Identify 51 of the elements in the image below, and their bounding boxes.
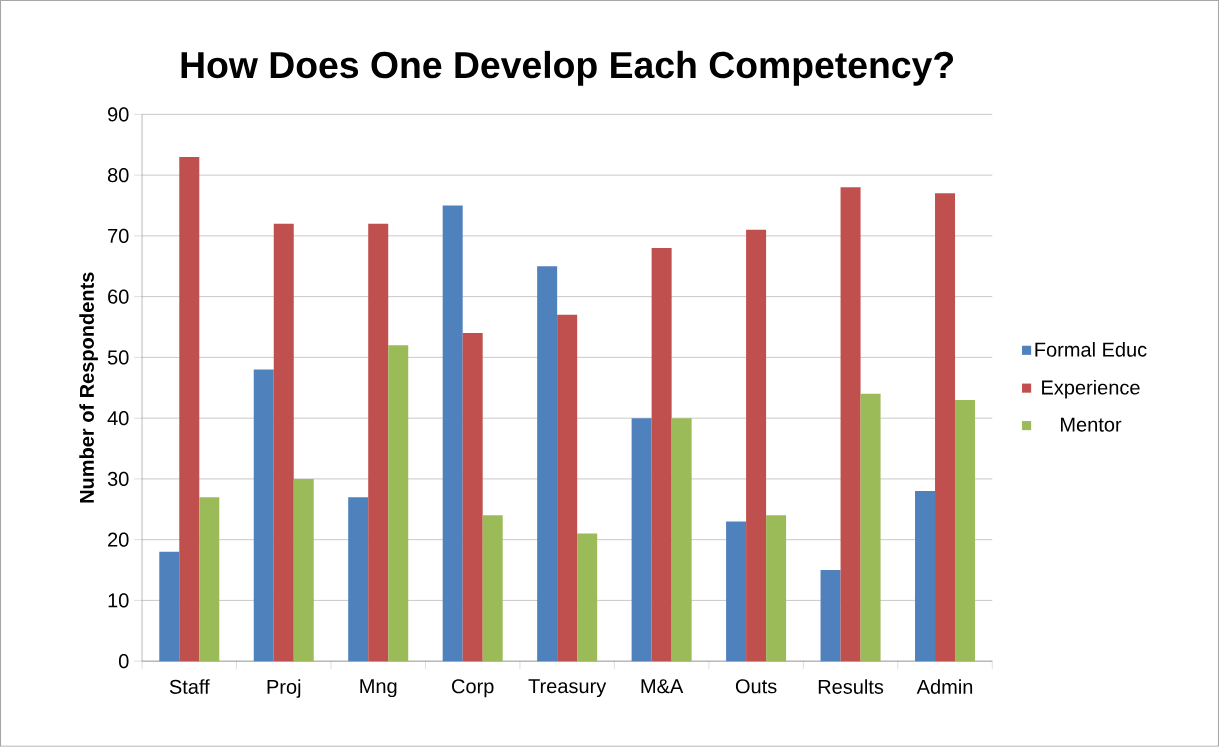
bar	[915, 491, 936, 662]
chart-title: How Does One Develop Each Competency?	[181, 50, 954, 86]
x-tick-label: M&A	[641, 679, 684, 694]
bar	[179, 156, 200, 662]
legend-label: Mentor	[1061, 417, 1122, 432]
bar	[368, 223, 389, 662]
x-tick-label: Outs	[735, 679, 777, 694]
bar	[820, 570, 841, 662]
x-tick-label: Mng	[360, 679, 397, 698]
bar	[442, 205, 463, 662]
y-tick-label: 70	[108, 228, 129, 244]
bar	[462, 333, 483, 662]
y-tick-label: 30	[107, 471, 129, 487]
bar	[199, 497, 220, 662]
bar	[860, 393, 881, 662]
bar	[746, 229, 767, 662]
bar	[159, 551, 180, 662]
x-tick-label: Admin	[916, 679, 973, 694]
legend-label: Formal Educ	[1035, 342, 1147, 357]
bar	[388, 345, 409, 662]
bar	[537, 266, 558, 662]
bar	[273, 223, 294, 662]
legend-label: Experience	[1042, 379, 1140, 399]
x-tick-label: Staff	[169, 679, 210, 694]
bar	[253, 369, 274, 662]
bar	[348, 497, 369, 662]
x-tick-label: Results	[818, 679, 884, 694]
bar	[726, 521, 747, 662]
y-tick-label: 90	[108, 107, 129, 122]
bar	[671, 418, 692, 662]
x-tick-label: Corp	[452, 679, 494, 698]
x-tick-label: Proj	[267, 679, 301, 698]
y-tick-label: 0	[118, 654, 129, 669]
bar	[840, 187, 861, 662]
bar	[651, 248, 672, 662]
y-axis-title: Number of Respondents	[79, 272, 98, 503]
bar	[631, 418, 652, 662]
bar	[766, 515, 787, 662]
x-tick-label: Treasury	[528, 679, 607, 698]
bar	[955, 399, 976, 662]
bar	[577, 533, 598, 662]
y-tick-label: 60	[108, 289, 129, 304]
bar	[482, 515, 503, 662]
y-tick-label: 40	[107, 411, 129, 426]
bar	[557, 314, 578, 662]
bar	[935, 193, 956, 662]
bar	[293, 478, 314, 662]
y-tick-label: 10	[108, 593, 129, 608]
y-tick-label: 50	[107, 350, 129, 365]
y-tick-label: 80	[107, 168, 129, 183]
y-tick-label: 20	[108, 532, 129, 547]
